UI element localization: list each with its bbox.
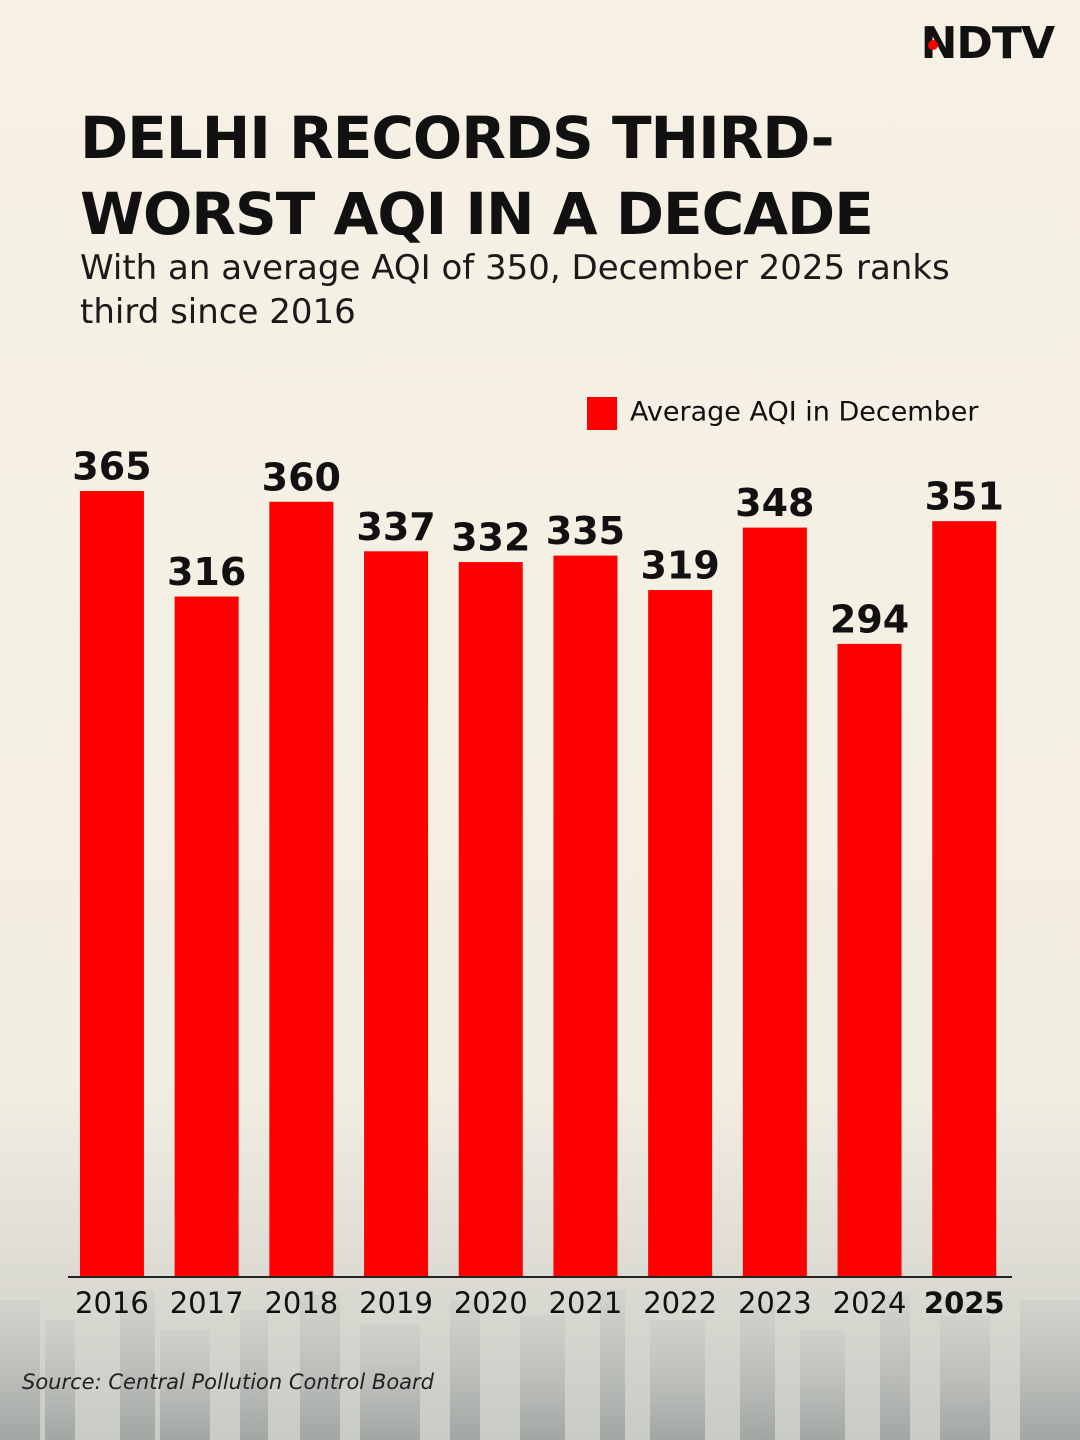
logo-dot: [928, 40, 938, 50]
bar: [932, 521, 997, 1277]
chart-subtitle: With an average AQI of 350, December 202…: [80, 248, 950, 332]
x-tick-label: 2024: [833, 1286, 907, 1320]
skyline: [0, 1290, 1080, 1440]
value-label: 335: [546, 509, 625, 553]
x-tick-label: 2020: [454, 1286, 528, 1320]
value-label: 332: [451, 516, 530, 560]
x-tick-label: 2017: [170, 1286, 244, 1320]
x-tick-label: 2021: [549, 1286, 623, 1320]
value-label: 337: [356, 505, 435, 549]
bar: [742, 527, 807, 1277]
x-tick-label: 2016: [75, 1286, 149, 1320]
bar: [174, 596, 239, 1277]
bar: [269, 501, 334, 1278]
legend-label: Average AQI in December: [630, 397, 979, 428]
legend-swatch: [587, 397, 617, 430]
value-label: 365: [72, 445, 151, 489]
value-label: 294: [830, 597, 909, 641]
x-tick-label: 2023: [738, 1286, 812, 1320]
logo: NDTV: [920, 18, 1055, 69]
value-label: 351: [925, 475, 1004, 519]
value-label: 319: [640, 544, 719, 588]
bar: [79, 491, 144, 1277]
value-label: 348: [735, 481, 814, 525]
bar: [364, 551, 429, 1277]
bar: [837, 643, 902, 1277]
x-tick-label: 2018: [264, 1286, 338, 1320]
bar: [553, 555, 618, 1277]
value-label: 316: [167, 550, 246, 594]
bar: [648, 590, 713, 1277]
x-tick-label: 2019: [359, 1286, 433, 1320]
x-tick-label: 2022: [643, 1286, 717, 1320]
chart-title: DELHI RECORDS THIRD-WORST AQI IN A DECAD…: [80, 104, 874, 248]
x-tick-label: 2025: [924, 1286, 1005, 1320]
bar: [458, 562, 523, 1277]
value-label: 360: [262, 455, 341, 499]
source: Source: Central Pollution Control Board: [22, 1370, 435, 1394]
